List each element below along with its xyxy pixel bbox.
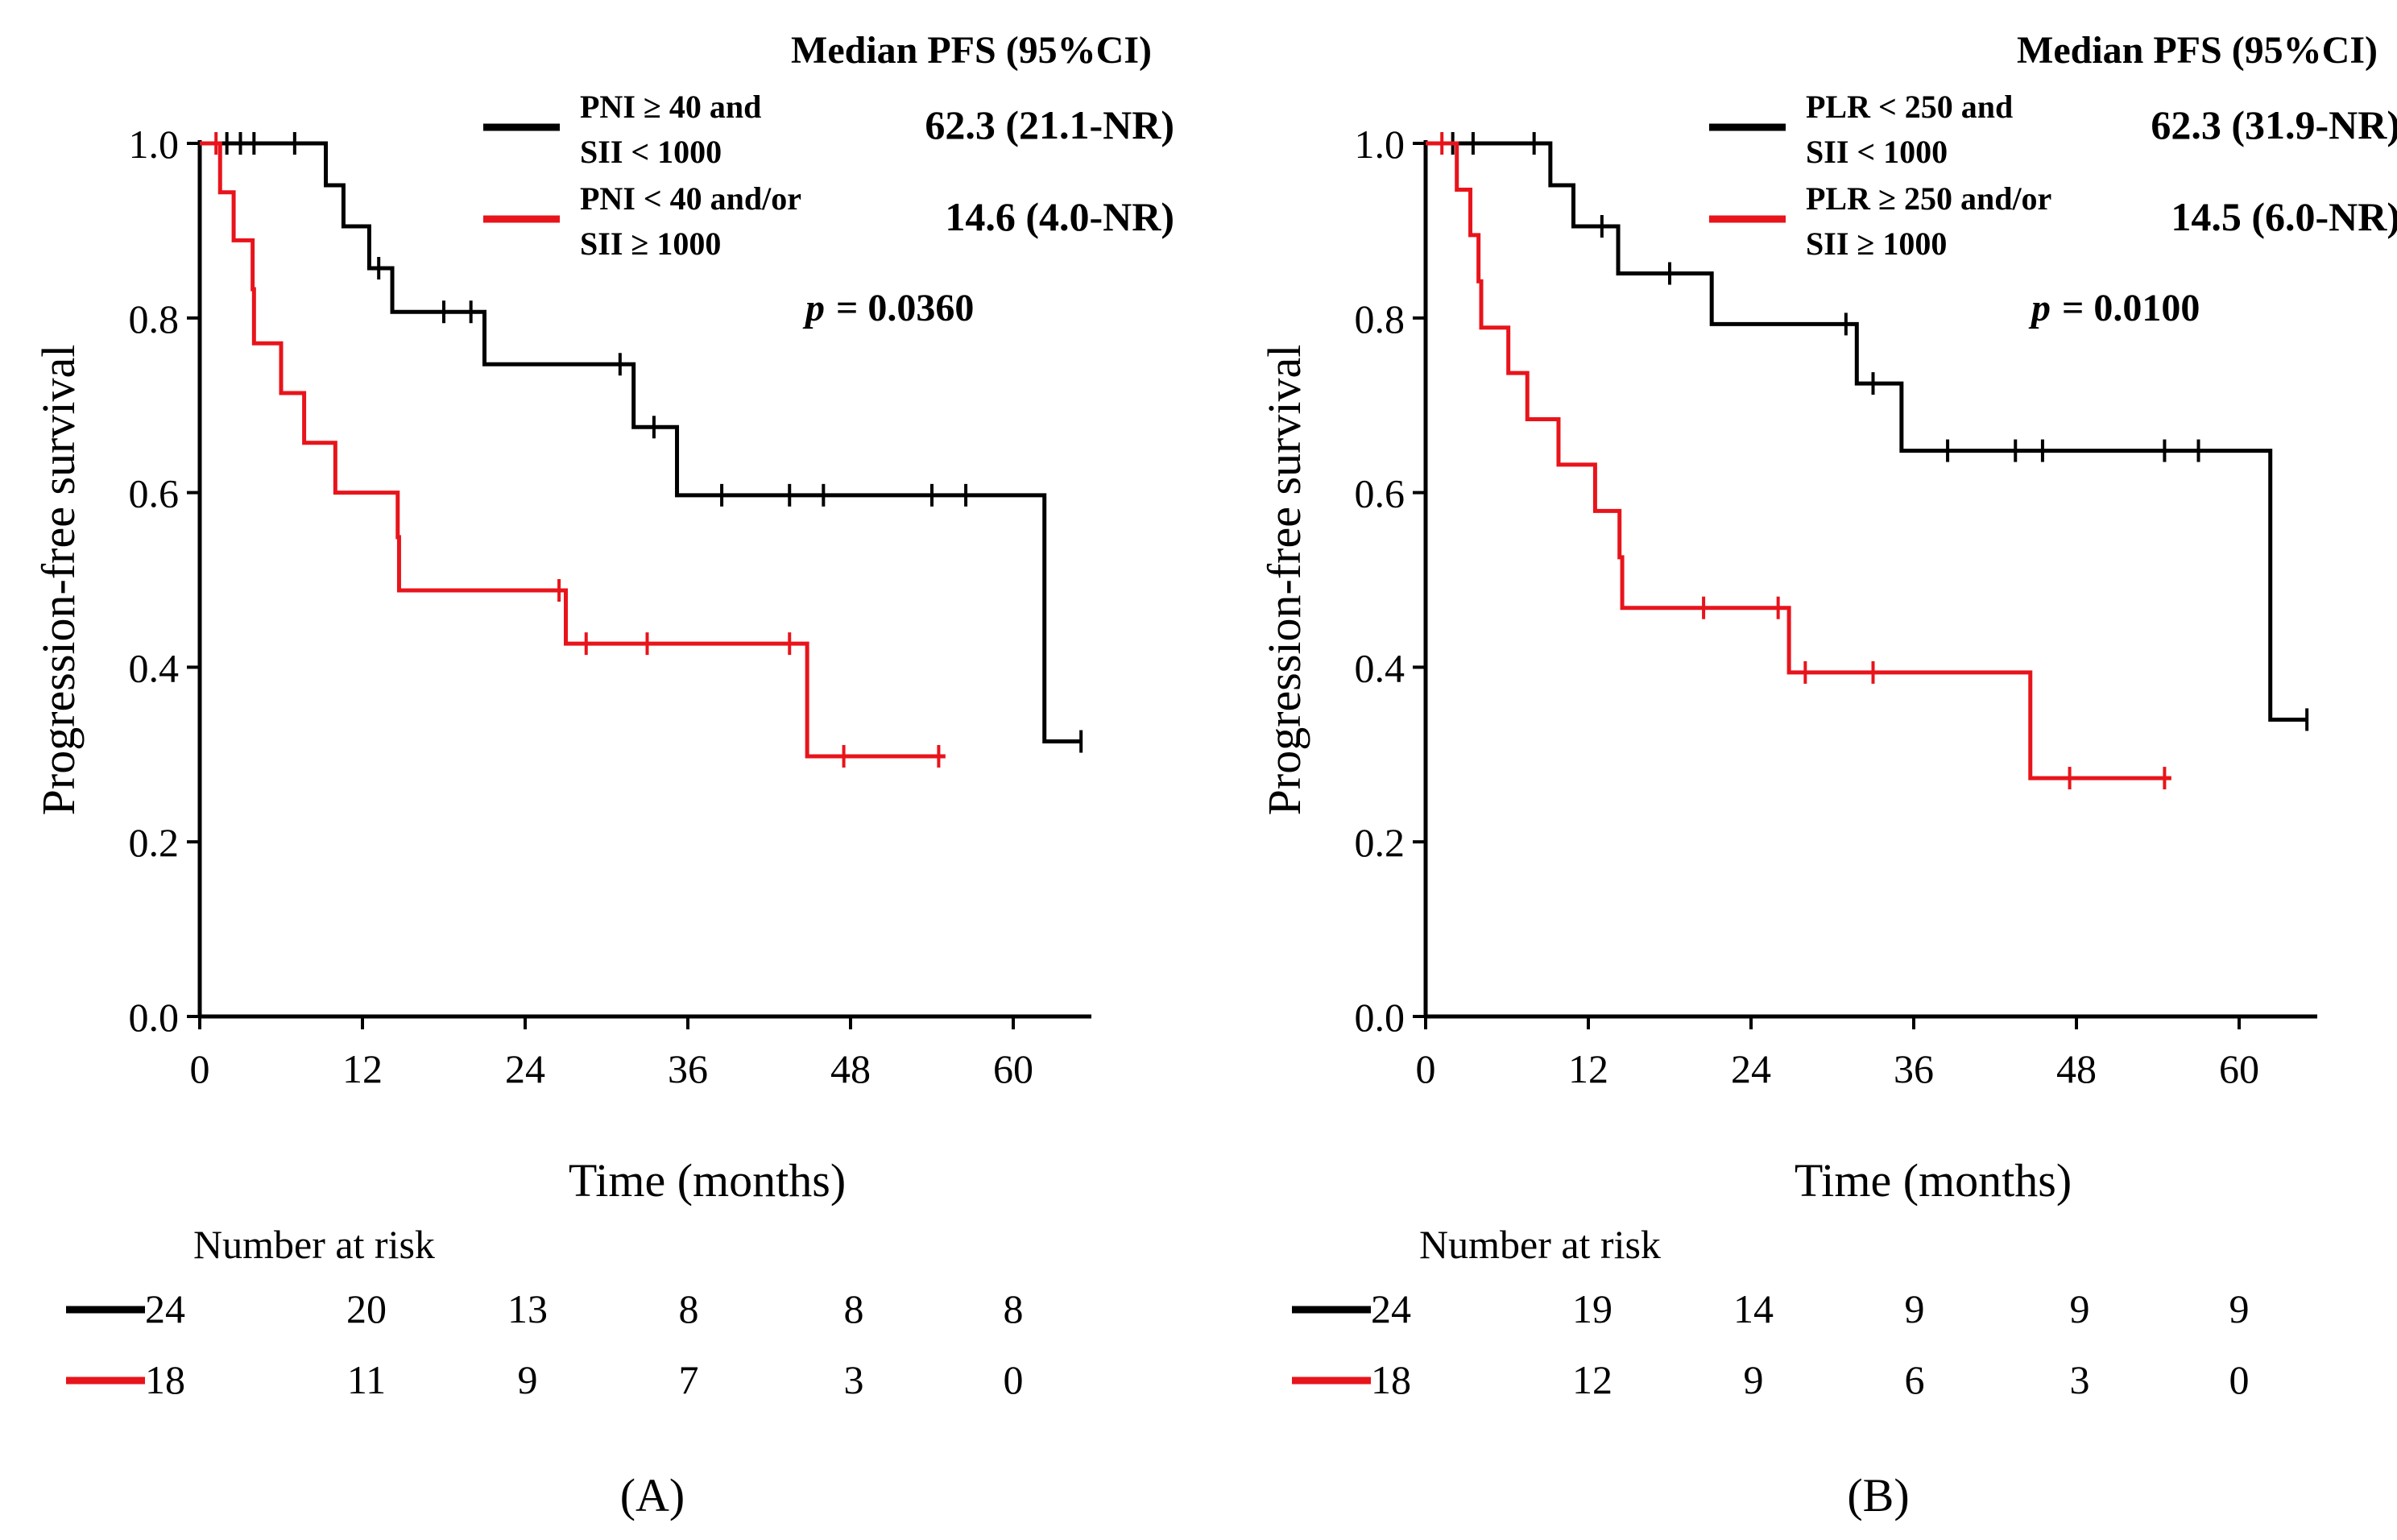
p-value-symbol: p — [802, 287, 825, 329]
km-chart-a: 0.0 0.2 0.4 0.6 0.8 1.0 0 12 24 36 48 60 Time (month… — [32, 29, 1174, 1521]
legend-label-line: SII ≥ 1000 — [580, 226, 721, 262]
risk-table-title: Number at risk — [193, 1222, 435, 1267]
x-tick-label: 12 — [1568, 1046, 1608, 1091]
at-risk-count: 8 — [1004, 1286, 1024, 1331]
y-tick-label: 0.2 — [1355, 820, 1405, 865]
x-tick-label: 36 — [668, 1046, 708, 1091]
at-risk-count: 3 — [844, 1357, 864, 1402]
panel-label: (B) — [1847, 1469, 1909, 1521]
panel-b: 0.0 0.2 0.4 0.6 0.8 1.0 0 12 24 36 48 60 Time (month… — [1226, 0, 2397, 1540]
y-tick-label: 0.6 — [129, 471, 180, 516]
x-tick-label: 36 — [1894, 1046, 1934, 1091]
y-tick-label: 0.8 — [1355, 296, 1405, 342]
x-tick-label: 48 — [830, 1046, 871, 1091]
at-risk-count: 9 — [518, 1357, 538, 1402]
median-value: 62.3 (21.1-NR) — [925, 102, 1174, 147]
x-tick-label: 60 — [993, 1046, 1033, 1091]
legend-label-line: PNI < 40 and/or — [580, 180, 801, 217]
at-risk-count: 24 — [145, 1286, 185, 1331]
x-tick-label: 12 — [342, 1046, 383, 1091]
x-tick-label: 24 — [1731, 1046, 1771, 1091]
y-tick-label: 0.4 — [1355, 645, 1405, 690]
at-risk-count: 7 — [679, 1357, 699, 1402]
at-risk-count: 14 — [1733, 1286, 1774, 1331]
median-pfs-header: Median PFS (95%CI) — [791, 29, 1152, 72]
at-risk-count: 8 — [844, 1286, 864, 1331]
at-risk-count: 0 — [2229, 1357, 2250, 1402]
at-risk-count: 24 — [1371, 1286, 1411, 1331]
median-value: 62.3 (31.9-NR) — [2151, 102, 2397, 147]
at-risk-count: 12 — [1572, 1357, 1612, 1402]
x-tick-label: 0 — [190, 1046, 210, 1091]
p-value-text: p = 0.0100 — [2028, 287, 2200, 329]
at-risk-count: 9 — [2229, 1286, 2250, 1331]
survival-curve-1 — [1426, 141, 2171, 780]
legend-label-line: PLR < 250 and — [1806, 89, 2013, 125]
survival-curve-0 — [200, 141, 1082, 744]
y-tick-label: 0.0 — [1355, 995, 1405, 1040]
p-value-number: = 0.0360 — [836, 287, 974, 329]
x-tick-label: 24 — [505, 1046, 545, 1091]
x-tick-label: 48 — [2056, 1046, 2097, 1091]
p-value-number: = 0.0100 — [2062, 287, 2200, 329]
survival-curve-0 — [1426, 141, 2308, 722]
legend-label-line: PNI ≥ 40 and — [580, 89, 761, 125]
at-risk-count: 3 — [2070, 1357, 2090, 1402]
at-risk-count: 11 — [347, 1357, 386, 1402]
x-tick-label: 60 — [2219, 1046, 2259, 1091]
at-risk-count: 9 — [2070, 1286, 2090, 1331]
y-axis-title: Progression-free survival — [32, 345, 85, 816]
risk-table-title: Number at risk — [1419, 1222, 1661, 1267]
at-risk-count: 9 — [1744, 1357, 1764, 1402]
y-axis-title: Progression-free survival — [1258, 345, 1310, 816]
y-tick-label: 1.0 — [1355, 122, 1405, 167]
at-risk-count: 8 — [679, 1286, 699, 1331]
y-tick-label: 1.0 — [129, 122, 180, 167]
panel-a: 0.0 0.2 0.4 0.6 0.8 1.0 0 12 24 36 48 60 Time (month… — [0, 0, 1198, 1540]
at-risk-count: 9 — [1905, 1286, 1925, 1331]
median-value: 14.5 (6.0-NR) — [2171, 194, 2397, 239]
at-risk-count: 20 — [346, 1286, 387, 1331]
p-value-text: p = 0.0360 — [802, 287, 974, 329]
median-pfs-header: Median PFS (95%CI) — [2017, 29, 2378, 72]
legend-label-line: SII ≥ 1000 — [1806, 226, 1947, 262]
at-risk-count: 19 — [1572, 1286, 1612, 1331]
y-tick-label: 0.0 — [129, 995, 180, 1040]
y-tick-label: 0.6 — [1355, 471, 1405, 516]
at-risk-count: 0 — [1004, 1357, 1024, 1402]
panel-label: (A) — [620, 1469, 685, 1521]
y-tick-label: 0.4 — [129, 645, 180, 690]
at-risk-count: 18 — [145, 1357, 185, 1402]
x-axis-title: Time (months) — [569, 1154, 846, 1207]
at-risk-count: 6 — [1905, 1357, 1925, 1402]
legend-label-line: SII < 1000 — [1806, 134, 1948, 170]
at-risk-count: 13 — [507, 1286, 548, 1331]
at-risk-count: 18 — [1371, 1357, 1411, 1402]
legend-label-line: SII < 1000 — [580, 134, 722, 170]
survival-curve-1 — [200, 141, 946, 759]
median-value: 14.6 (4.0-NR) — [945, 194, 1174, 239]
y-tick-label: 0.2 — [129, 820, 180, 865]
x-tick-label: 0 — [1416, 1046, 1436, 1091]
p-value-symbol: p — [2028, 287, 2051, 329]
y-tick-label: 0.8 — [129, 296, 180, 342]
x-axis-title: Time (months) — [1795, 1154, 2072, 1207]
legend-label-line: PLR ≥ 250 and/or — [1806, 180, 2051, 217]
